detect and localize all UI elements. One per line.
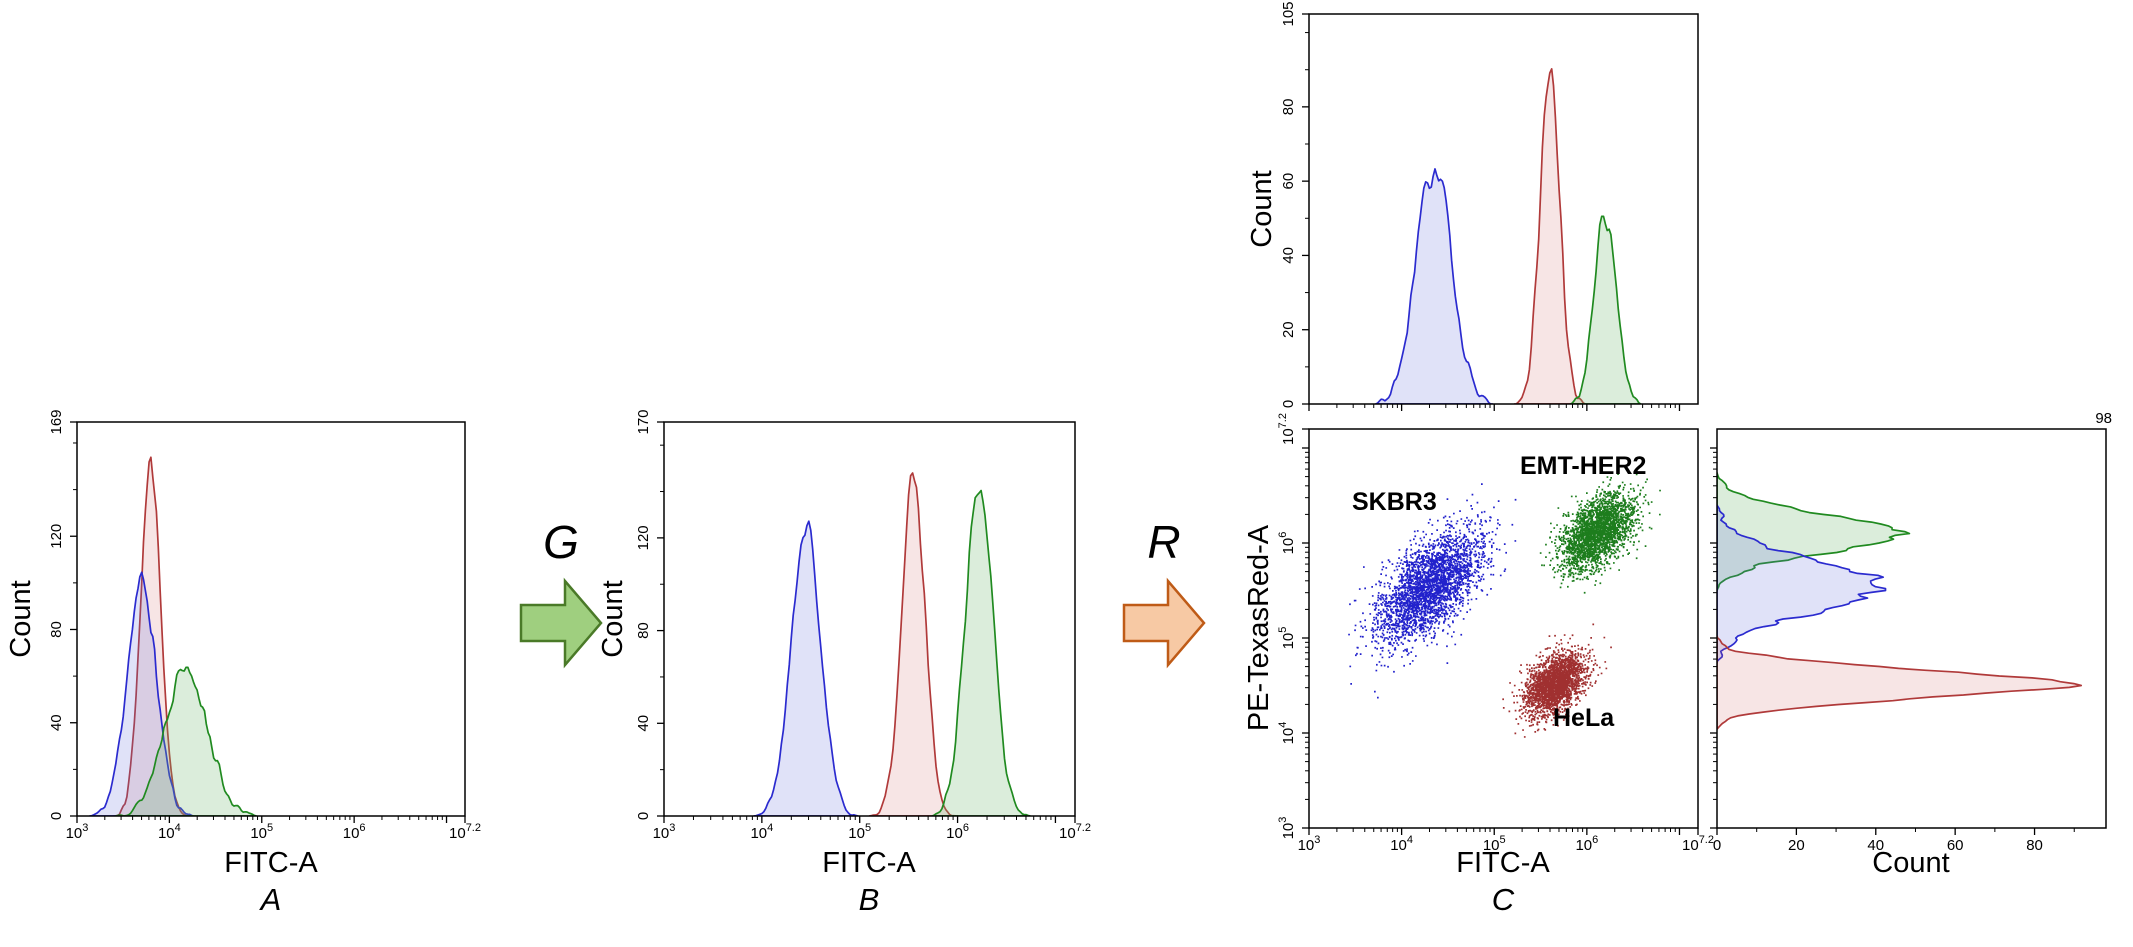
tick-label: 106 (343, 822, 366, 842)
panel-c-right-xlabel: Count (1872, 847, 1949, 879)
tick-label: 169 (48, 409, 65, 434)
tick-label: 60 (1280, 173, 1297, 190)
tick-label: 106 (1575, 834, 1598, 854)
histogram-HeLa (1513, 68, 1586, 404)
panel-a-xlabel: FITC-A (224, 847, 318, 879)
tick-label: 80 (2026, 837, 2043, 854)
panel-c-top-ylabel: Count (1246, 170, 1278, 247)
cluster-label-skbr3: SKBR3 (1352, 488, 1437, 516)
tick-label: 80 (48, 621, 65, 638)
cluster-label-hela: HeLa (1553, 704, 1615, 732)
tick-label: 170 (635, 409, 652, 434)
histogram-curves (1374, 68, 1642, 404)
tick-label: 80 (635, 622, 652, 639)
tick-label: 0 (1280, 400, 1297, 408)
tick-label: 104 (750, 822, 773, 842)
histogram-EMT-HER2 (114, 666, 258, 816)
plot-frame (1308, 13, 1699, 405)
tick-label: 0 (635, 812, 652, 820)
plot-frame (663, 421, 1076, 817)
cluster-label-emt-her2: EMT-HER2 (1520, 452, 1646, 480)
axis-max-label: 98 (2095, 410, 2112, 427)
panel-b-xlabel: FITC-A (822, 847, 916, 879)
histogram-EMT-HER2 (1717, 471, 1911, 592)
plot-frame (1308, 428, 1699, 829)
histogram-curves (1717, 471, 2083, 731)
tick-label: 60 (1947, 837, 1964, 854)
tick-label: 0 (1713, 837, 1721, 854)
tick-label: 107.2 (1059, 822, 1091, 842)
histogram-HeLa (1717, 635, 2083, 731)
tick-label: 20 (1788, 837, 1805, 854)
r-arrow (1122, 577, 1206, 669)
tick-label: 105 (1277, 627, 1297, 650)
plot-background (1309, 14, 1698, 404)
histogram-SKBR3 (1717, 504, 1887, 664)
tick-label: 103 (1277, 817, 1297, 840)
tick-label: 20 (1280, 321, 1297, 338)
histogram-curves (89, 456, 258, 816)
panel_b-plot: 103 104 105 106 107.2 0 40 80 120 170 (635, 409, 1091, 842)
tick-label: 80 (1280, 99, 1297, 116)
tick-label: 107.2 (449, 822, 481, 842)
tick-label: 0 (48, 812, 65, 820)
tick-label: 104 (1390, 834, 1413, 854)
plot-background (1309, 429, 1698, 828)
g-arrow (519, 577, 603, 669)
histogram-SKBR3 (89, 571, 195, 816)
plot-background (77, 422, 465, 816)
panel-c-ylabel: PE-TexasRed-A (1243, 524, 1275, 731)
panel_c_top-plot: 0 20 40 60 80 105 (1280, 1, 1699, 411)
panel-c-letter: C (1492, 882, 1515, 917)
plot-background (664, 422, 1075, 816)
scatter-dots (1348, 473, 1661, 738)
panel-a-letter: A (259, 882, 282, 917)
tick-label: 120 (635, 525, 652, 550)
panel_c_right-plot: 0 20 40 60 80 98 (1710, 410, 2112, 854)
tick-label: 105 (848, 822, 871, 842)
tick-label: 103 (1298, 834, 1321, 854)
plot-frame (1716, 428, 2107, 829)
panel-b-letter: B (859, 882, 880, 917)
arrow-g-letter: G (543, 516, 579, 568)
panel-b-ylabel: Count (597, 580, 629, 657)
tick-label: 40 (635, 715, 652, 732)
tick-label: 106 (946, 822, 969, 842)
tick-label: 106 (1277, 532, 1297, 555)
cluster-HeLa (1502, 623, 1612, 738)
histogram-HeLa (868, 472, 959, 816)
tick-label: 104 (158, 822, 181, 842)
tick-label: 105 (250, 822, 273, 842)
histogram-curves (753, 472, 1031, 816)
cluster-SKBR3 (1348, 483, 1517, 699)
tick-label: 107.2 (1277, 413, 1297, 445)
arrow-r-letter: R (1147, 516, 1180, 568)
tick-label: 40 (1867, 837, 1884, 854)
tick-label: 120 (48, 524, 65, 549)
panel-a-ylabel: Count (5, 580, 37, 657)
tick-label: 107.2 (1682, 834, 1714, 854)
tick-label: 105 (1280, 1, 1297, 26)
tick-label: 103 (653, 822, 676, 842)
histogram-SKBR3 (1374, 168, 1494, 404)
histogram-EMT-HER2 (931, 489, 1031, 816)
tick-label: 105 (1483, 834, 1506, 854)
cluster-EMT-HER2 (1539, 473, 1661, 594)
tick-label: 40 (1280, 247, 1297, 264)
histogram-HeLa (113, 456, 189, 816)
panel_a-plot: 103 104 105 106 107.2 0 40 80 120 169 (48, 409, 481, 842)
histogram-EMT-HER2 (1569, 215, 1642, 404)
plot-frame (76, 421, 466, 817)
histogram-SKBR3 (753, 520, 859, 816)
tick-label: 103 (66, 822, 89, 842)
panel-c-plot: 103 104 105 106 107.2 103 104 105 106 107.2 (1277, 413, 1714, 854)
plot-background (1717, 429, 2106, 828)
tick-label: 40 (48, 714, 65, 731)
panel-c-xlabel: FITC-A (1456, 847, 1550, 879)
tick-label: 104 (1277, 722, 1297, 745)
labels-layer: Count FITC-A A Count FITC-A B Count PE-T… (5, 170, 1950, 917)
